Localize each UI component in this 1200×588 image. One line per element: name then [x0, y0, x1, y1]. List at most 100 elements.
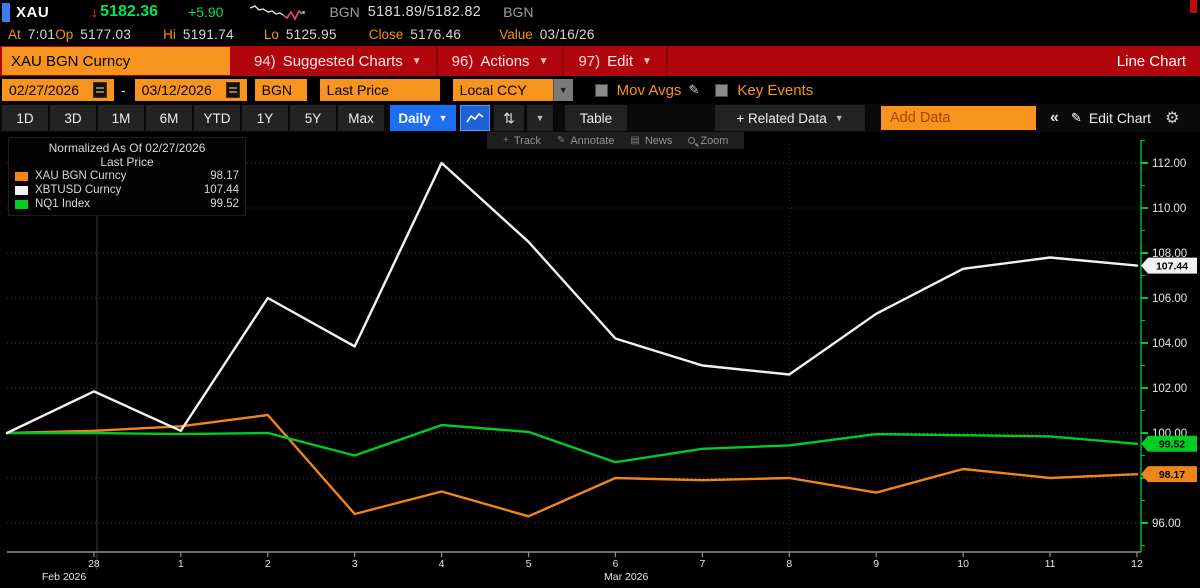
chart-tool-label: Zoom: [700, 134, 729, 147]
chart-area: 96.00 100.00 102.00 104.00 106.00 108.00 110.0…: [0, 132, 1200, 588]
edit-chart-button[interactable]: ✎ Edit Chart: [1071, 110, 1151, 126]
key-events-checkbox[interactable]: [715, 83, 729, 97]
down-arrow-icon: ↓: [91, 4, 99, 20]
y-axis-label: 112.00: [1152, 158, 1186, 170]
period-button-1m[interactable]: 1M: [98, 105, 144, 131]
date-from-value: 02/27/2026: [9, 82, 80, 98]
calendar-icon[interactable]: [225, 82, 240, 98]
line-chart-icon: [466, 112, 484, 123]
chevron-down-icon: ▼: [642, 55, 652, 67]
mov-avgs-toggle[interactable]: Mov Avgs ✎: [594, 82, 700, 99]
panel-indicator: [1190, 0, 1197, 13]
legend-item-xau-bgn-curncy[interactable]: XAU BGN Curncy 98.17: [15, 169, 239, 183]
chart-style-dropdown[interactable]: ▼: [527, 105, 553, 131]
series-line-xbtusd-curncy: [5, 161, 1139, 435]
period-button-1d[interactable]: 1D: [2, 105, 48, 131]
collapse-panel-button[interactable]: «: [1050, 109, 1059, 126]
quote-stat-op: Op 5177.03: [55, 27, 131, 42]
edit-chart-label: Edit Chart: [1088, 110, 1152, 126]
legend-subtitle: Last Price: [100, 155, 154, 169]
security-input[interactable]: XAU BGN Curncy: [2, 47, 230, 75]
x-axis-label: 12: [1131, 558, 1143, 570]
legend-series-name: XAU BGN Curncy: [35, 170, 127, 182]
chart-type-label: Line Chart: [1116, 52, 1186, 70]
x-axis-label: 6: [613, 558, 619, 570]
chevron-down-icon[interactable]: ▼: [552, 79, 573, 101]
chevron-down-icon: ▼: [834, 113, 844, 123]
x-axis-label: 9: [873, 558, 879, 570]
y-axis-label: 96.00: [1152, 518, 1181, 530]
zoom-icon: [688, 137, 696, 144]
value-badge: [1141, 257, 1197, 274]
stat-value: 03/16/26: [539, 26, 595, 42]
chart-tool-news[interactable]: ▤ News: [630, 135, 672, 147]
pricing-source-input[interactable]: BGN: [254, 79, 307, 101]
stat-value: 7:01: [27, 26, 56, 42]
menu-item-label: Suggested Charts: [282, 52, 403, 70]
x-axis-label: 11: [1045, 558, 1056, 570]
x-axis-label: 4: [439, 558, 445, 570]
x-axis-label: 28: [88, 558, 100, 570]
y-axis-label: 108.00: [1152, 248, 1187, 260]
x-axis-label: 1: [178, 558, 184, 570]
line-chart-type-button[interactable]: [460, 105, 490, 131]
menu-bar: XAU BGN Curncy 94) Suggested Charts ▼ 96) Ac…: [0, 46, 1200, 76]
legend-swatch: [15, 185, 28, 195]
quote-bar: XAU ↓ 5182.36 +5.90 BGN 5181.89/5182.82 …: [0, 0, 1200, 46]
series-lines: [5, 161, 1139, 518]
price-change: +5.90: [188, 4, 224, 20]
table-button[interactable]: Table: [565, 105, 627, 131]
period-bar: 1D 3D 1M 6M YTD 1Y 5Y Max Daily ▼ ⇅ ▼ Table + R…: [0, 104, 1200, 132]
legend-item-xbtusd-curncy[interactable]: XBTUSD Curncy 107.44: [15, 183, 239, 197]
legend-series-name: NQ1 Index: [35, 198, 90, 210]
menu-item-actions[interactable]: 96) Actions ▼: [438, 46, 565, 76]
pencil-icon: ✎: [1070, 110, 1082, 125]
pencil-icon[interactable]: ✎: [688, 82, 700, 97]
related-data-button[interactable]: + Related Data ▼: [715, 105, 865, 131]
key-events-toggle[interactable]: Key Events: [715, 82, 813, 99]
menu-item-number: 97): [578, 52, 601, 70]
menu-item-number: 96): [451, 52, 474, 70]
currency-select[interactable]: Local CCY ▼: [452, 79, 573, 101]
y-axis-label: 104.00: [1152, 338, 1187, 350]
date-range-separator: -: [121, 82, 126, 98]
frequency-select[interactable]: Daily ▼: [390, 105, 456, 131]
price-field-input[interactable]: Last Price: [319, 79, 440, 101]
ticker-symbol: XAU: [16, 3, 50, 21]
mov-avgs-checkbox[interactable]: [594, 83, 608, 97]
chevron-down-icon: ▼: [438, 113, 448, 123]
bid-source-label: BGN: [329, 4, 360, 20]
period-button-3d[interactable]: 3D: [50, 105, 96, 131]
calendar-icon[interactable]: [93, 82, 107, 98]
period-button-5y[interactable]: 5Y: [290, 105, 336, 131]
stat-value: 5177.03: [80, 26, 132, 42]
x-axis-label: 3: [352, 558, 358, 570]
value-badge: [1141, 435, 1197, 452]
menu-item-suggested-charts[interactable]: 94) Suggested Charts ▼: [240, 46, 438, 76]
x-axis-label: 7: [699, 558, 705, 570]
quote-stats-row: At 7:01 Op 5177.03 Hi 5191.74 Lo 5125.95 Close 51…: [8, 24, 605, 44]
chart-tool-zoom[interactable]: Zoom: [688, 135, 728, 147]
period-button-1y[interactable]: 1Y: [242, 105, 288, 131]
legend-item-nq1-index[interactable]: NQ1 Index 99.52: [15, 197, 239, 211]
add-data-input[interactable]: Add Data: [881, 106, 1036, 130]
legend-title: Normalized As Of 02/27/2026: [48, 141, 206, 155]
chart-legend: Normalized As Of 02/27/2026 Last Price X…: [8, 137, 246, 216]
value-badge-text: 107.44: [1156, 260, 1188, 272]
chart-tool-track[interactable]: + Track: [503, 135, 541, 147]
date-to-input[interactable]: 03/12/2026: [134, 79, 247, 101]
chart-tool-annotate[interactable]: ✎ Annotate: [557, 135, 614, 147]
period-button-max[interactable]: Max: [338, 105, 384, 131]
compare-sort-button[interactable]: ⇅: [494, 105, 524, 131]
date-from-input[interactable]: 02/27/2026: [2, 79, 114, 101]
quote-stat-value: Value 03/16/26: [499, 27, 594, 42]
legend-rows: XAU BGN Curncy 98.17 XBTUSD Curncy 107.44 NQ…: [15, 169, 239, 211]
menu-item-edit[interactable]: 97) Edit ▼: [564, 46, 668, 76]
stat-value: 5191.74: [182, 26, 234, 42]
last-value-badges: 98.17 107.44 99.52: [1141, 257, 1197, 483]
legend-series-name: XBTUSD Curncy: [35, 184, 122, 196]
period-button-6m[interactable]: 6M: [146, 105, 192, 131]
gear-icon[interactable]: ⚙: [1165, 110, 1180, 127]
period-button-ytd[interactable]: YTD: [194, 105, 240, 131]
